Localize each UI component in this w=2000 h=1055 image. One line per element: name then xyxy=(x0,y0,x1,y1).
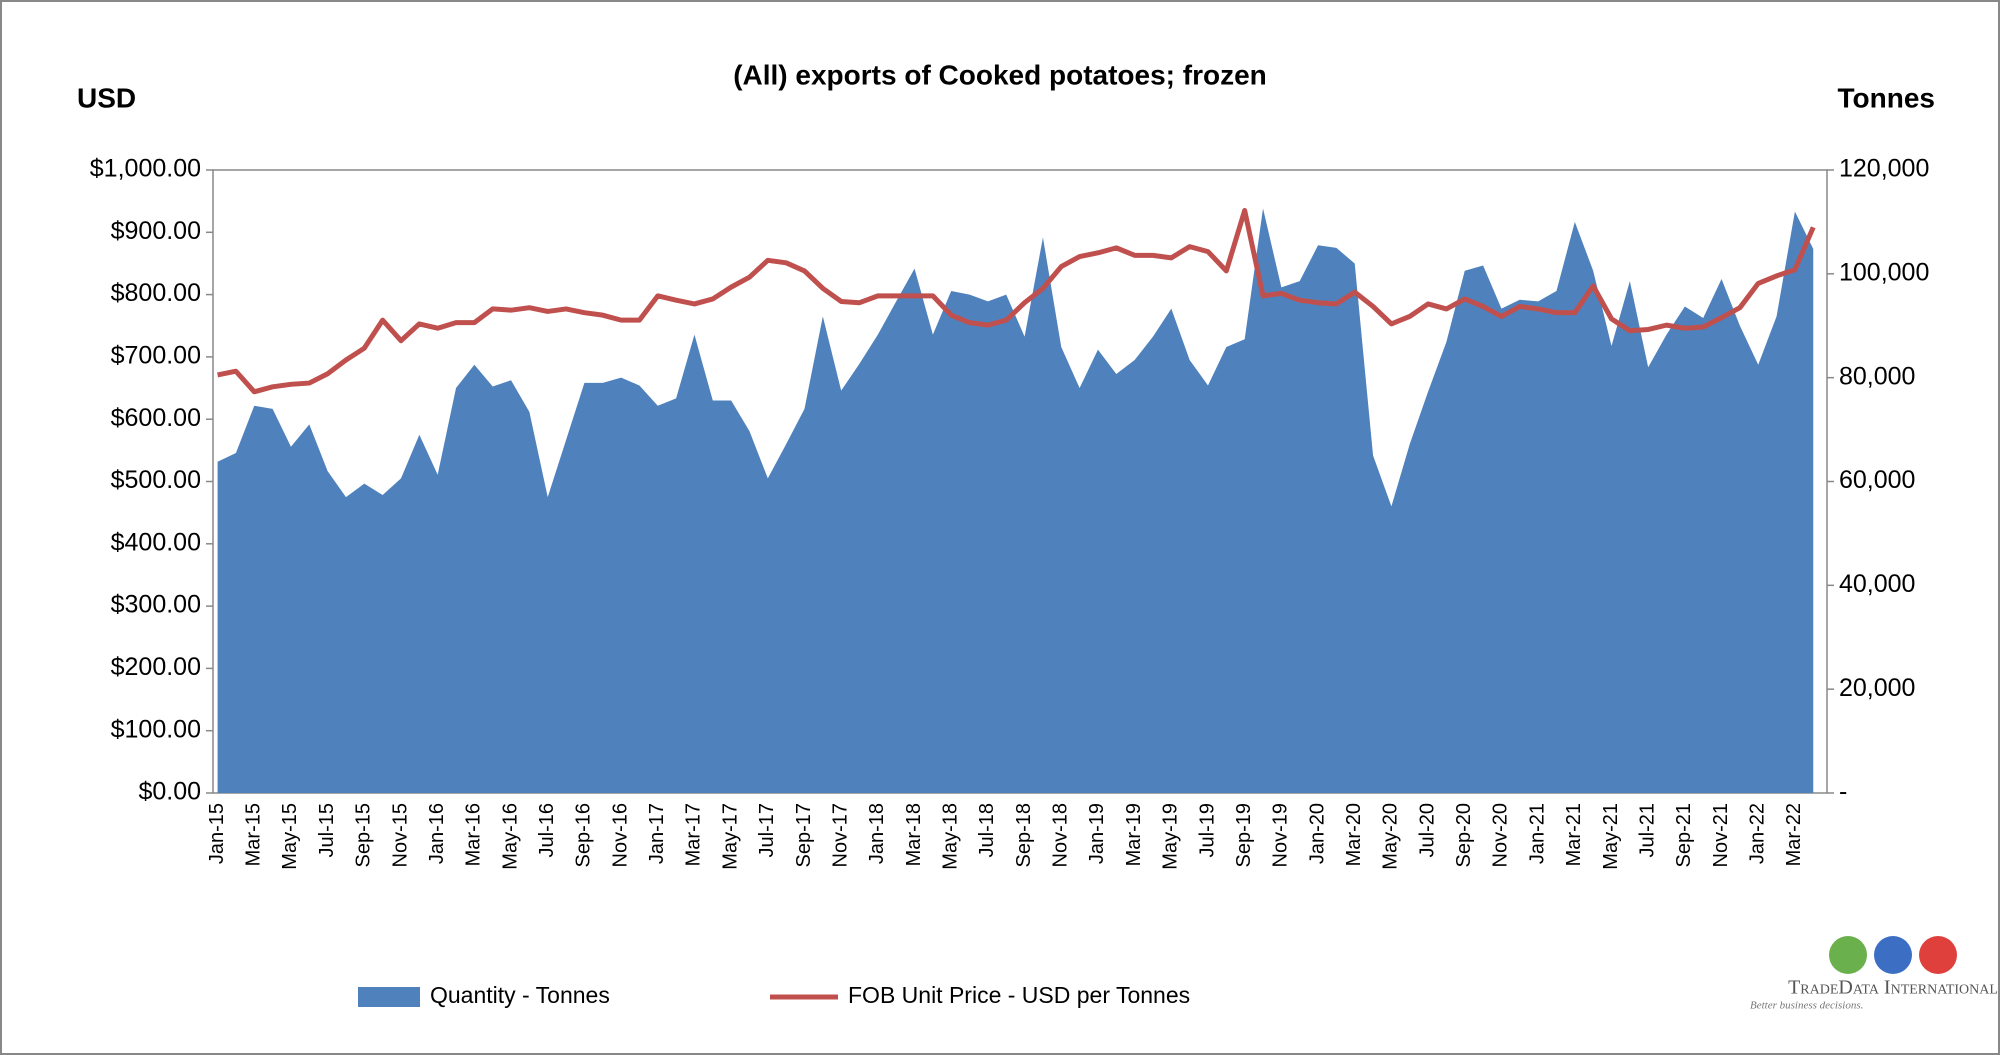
y2-tick-label: 120,000 xyxy=(1839,155,1929,183)
x-tick-label: Jan-16 xyxy=(426,803,448,864)
legend-label: FOB Unit Price - USD per Tonnes xyxy=(848,982,1190,1008)
x-tick-label: Sep-18 xyxy=(1013,803,1035,868)
y-tick-label: $600.00 xyxy=(111,404,201,432)
y-tick-label: $800.00 xyxy=(111,279,201,307)
logo-name: TradeData International xyxy=(1788,977,1998,999)
legend-label: Quantity - Tonnes xyxy=(430,982,610,1008)
x-tick-label: Sep-20 xyxy=(1453,803,1475,868)
x-tick-label: Jul-15 xyxy=(316,803,338,857)
x-tick-label: Nov-15 xyxy=(389,803,411,867)
x-tick-label: Mar-19 xyxy=(1123,803,1145,866)
y-tick-label: $0.00 xyxy=(138,778,201,806)
y-tick-label: $200.00 xyxy=(111,653,201,681)
x-tick-label: Nov-17 xyxy=(829,803,851,867)
y-tick-label: $100.00 xyxy=(111,715,201,743)
x-tick-label: Nov-16 xyxy=(609,803,631,867)
x-tick-label: Jan-21 xyxy=(1526,803,1548,864)
x-tick-label: May-18 xyxy=(940,803,962,870)
x-tick-label: Jan-19 xyxy=(1086,803,1108,864)
x-tick-label: Jul-20 xyxy=(1416,803,1438,857)
x-tick-label: Sep-21 xyxy=(1673,803,1695,868)
x-tick-label: Jul-18 xyxy=(976,803,998,857)
x-tick-label: Nov-20 xyxy=(1490,803,1512,867)
y2-axis-label: Tonnes xyxy=(1838,82,1935,113)
y2-tick-label: 40,000 xyxy=(1839,570,1915,598)
x-tick-label: Jan-22 xyxy=(1747,803,1769,864)
globe-icon xyxy=(1874,936,1912,974)
chart-title: (All) exports of Cooked potatoes; frozen xyxy=(733,59,1267,90)
y-tick-label: $500.00 xyxy=(111,466,201,494)
y2-tick-label: 60,000 xyxy=(1839,466,1915,494)
x-tick-label: Jul-21 xyxy=(1636,803,1658,857)
globe-icon xyxy=(1829,936,1867,974)
x-tick-label: Mar-20 xyxy=(1343,803,1365,866)
y-tick-label: $300.00 xyxy=(111,591,201,619)
legend-swatch xyxy=(358,987,420,1007)
y-tick-label: $900.00 xyxy=(111,217,201,245)
globe-icon xyxy=(1919,936,1957,974)
x-tick-label: Jul-17 xyxy=(756,803,778,857)
x-tick-label: Jan-15 xyxy=(206,803,228,864)
x-tick-label: Jul-19 xyxy=(1196,803,1218,857)
y2-tick-label: 100,000 xyxy=(1839,258,1929,286)
x-tick-label: Mar-21 xyxy=(1563,803,1585,866)
x-tick-label: May-21 xyxy=(1600,803,1622,870)
price-line xyxy=(217,207,1816,395)
x-tick-label: Jan-20 xyxy=(1306,803,1328,864)
x-tick-label: May-15 xyxy=(279,803,301,870)
y2-tick-label: - xyxy=(1839,778,1847,806)
x-tick-label: May-17 xyxy=(719,803,741,870)
quantity-area xyxy=(217,208,1814,793)
x-tick-label: Mar-22 xyxy=(1783,803,1805,866)
y2-tick-label: 80,000 xyxy=(1839,362,1915,390)
x-tick-label: Nov-19 xyxy=(1270,803,1292,867)
logo-tagline: Better business decisions. xyxy=(1750,1000,1863,1012)
y2-tick-label: 20,000 xyxy=(1839,674,1915,702)
y-axis-label: USD xyxy=(77,82,136,113)
x-tick-label: Sep-16 xyxy=(573,803,595,868)
x-tick-label: Mar-18 xyxy=(903,803,925,866)
x-tick-label: Sep-19 xyxy=(1233,803,1255,868)
x-tick-label: Mar-16 xyxy=(463,803,485,866)
x-tick-label: Nov-18 xyxy=(1050,803,1072,867)
x-tick-label: May-19 xyxy=(1160,803,1182,870)
x-tick-label: Sep-15 xyxy=(353,803,375,868)
logo: TradeData International Better business … xyxy=(1750,936,1998,1012)
x-tick-label: Nov-21 xyxy=(1710,803,1732,867)
y-tick-label: $700.00 xyxy=(111,342,201,370)
x-tick-label: Mar-17 xyxy=(683,803,705,866)
x-tick-label: Jan-17 xyxy=(646,803,668,864)
x-tick-label: Jul-16 xyxy=(536,803,558,857)
y-tick-label: $1,000.00 xyxy=(90,155,201,183)
x-tick-label: May-16 xyxy=(499,803,521,870)
x-tick-label: Sep-17 xyxy=(793,803,815,868)
x-tick-label: May-20 xyxy=(1380,803,1402,870)
x-tick-label: Jan-18 xyxy=(866,803,888,864)
x-tick-label: Mar-15 xyxy=(243,803,265,866)
y-tick-label: $400.00 xyxy=(111,528,201,556)
